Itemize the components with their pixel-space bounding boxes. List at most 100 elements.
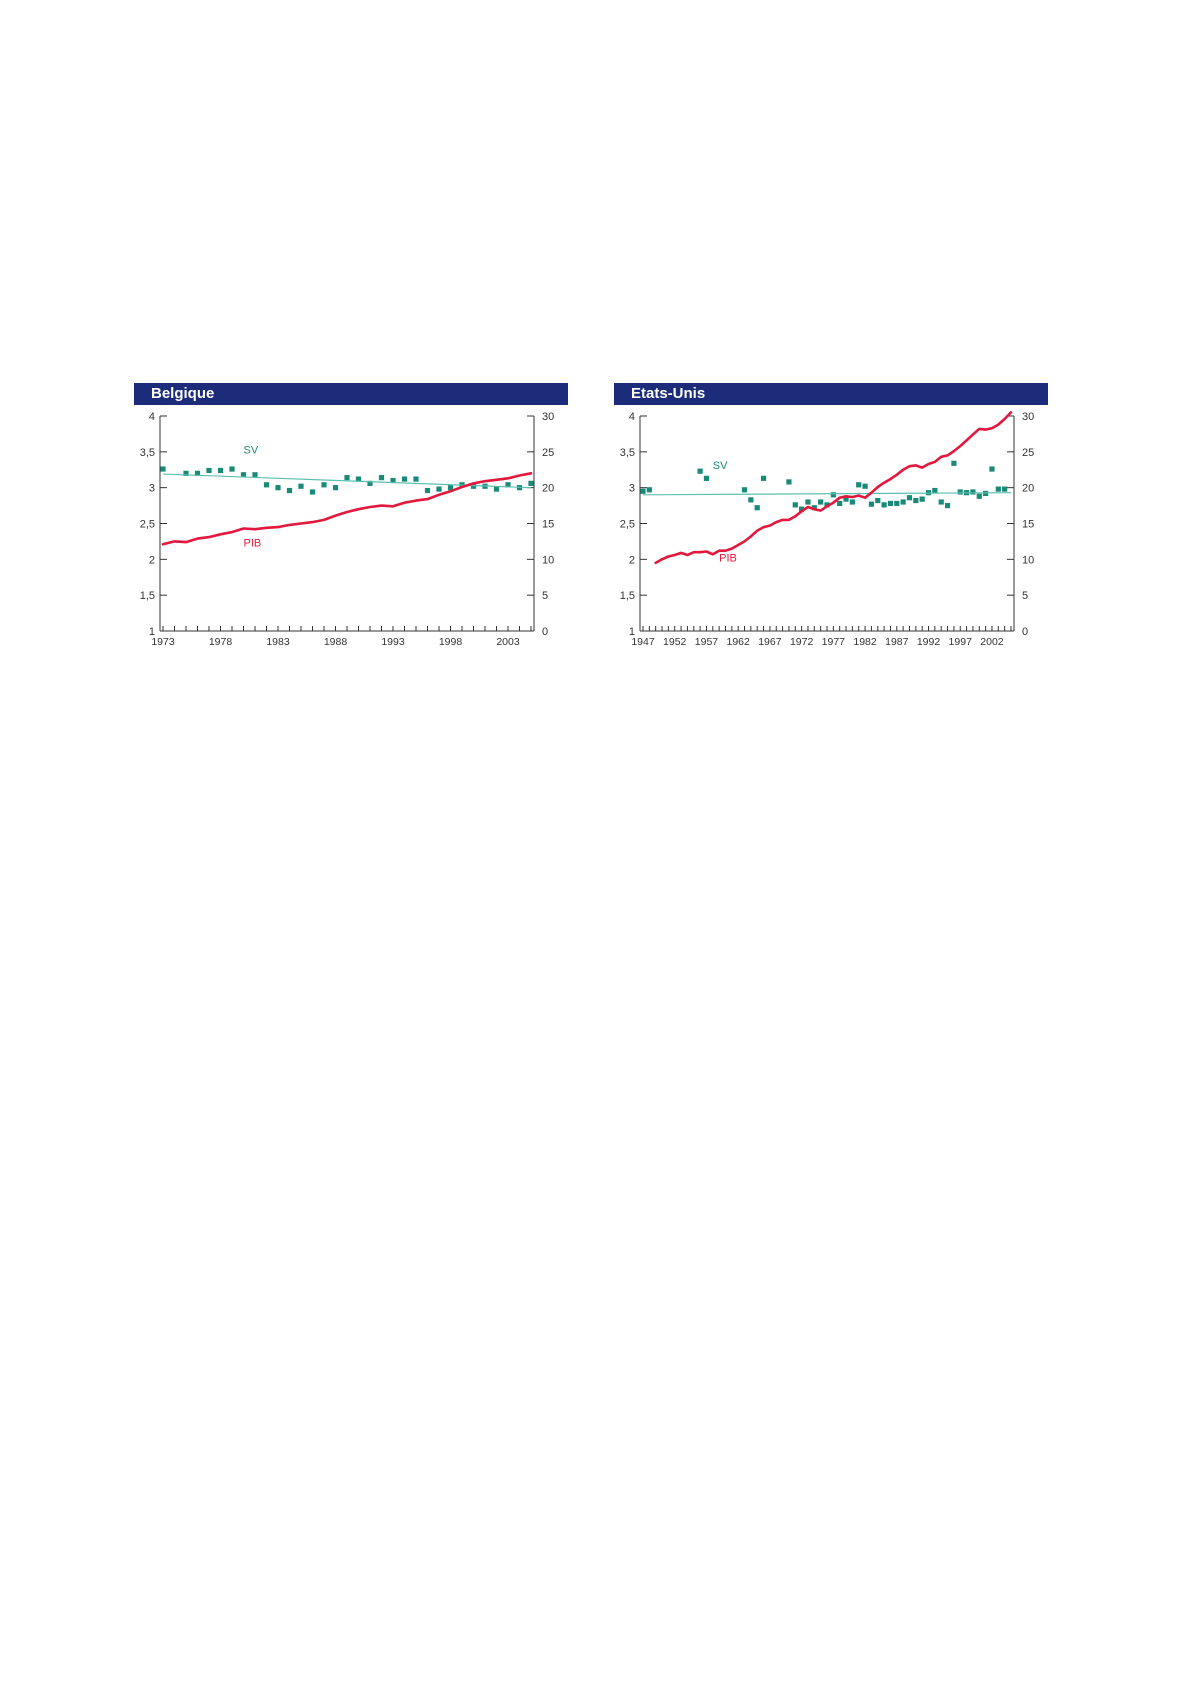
y-right-tick-label: 25 (1022, 447, 1034, 459)
x-tick-label: 1972 (790, 636, 814, 648)
sv-point (970, 489, 976, 495)
x-tick-label: 1947 (631, 636, 655, 648)
sv-point (217, 467, 224, 474)
x-tick-label: 1973 (151, 636, 175, 648)
sv-point (378, 475, 385, 481)
y-right-tick-label: 15 (1022, 519, 1034, 531)
sv-point (413, 476, 419, 482)
sv-point (849, 499, 855, 505)
y-right-tick-label: 15 (542, 519, 554, 531)
x-tick-label: 2002 (980, 636, 1004, 648)
sv-point (321, 482, 327, 488)
sv-point (697, 468, 703, 474)
sv-point (754, 505, 760, 511)
sv-point (894, 500, 900, 507)
sv-point (206, 467, 212, 474)
y-right-tick-label: 5 (542, 590, 548, 602)
sv-point (944, 502, 951, 509)
sv-point (875, 497, 881, 504)
sv-point (332, 485, 339, 491)
sv-point (367, 480, 373, 486)
x-tick-label: 1988 (324, 636, 348, 648)
x-tick-label: 1952 (663, 636, 687, 648)
sv-point (748, 497, 754, 503)
y-left-tick-label: 2 (629, 554, 635, 566)
x-tick-label: 1983 (266, 636, 290, 648)
y-left-tick-label: 3 (149, 483, 155, 495)
y-right-tick-label: 25 (542, 447, 554, 459)
x-tick-label: 1998 (439, 636, 463, 648)
sv-point (401, 476, 408, 482)
y-left-tick-label: 4 (629, 411, 635, 423)
sv-point (640, 488, 646, 494)
x-tick-label: 1992 (917, 636, 941, 648)
sv-point (932, 487, 938, 494)
sv-point (868, 501, 875, 507)
sv-point (805, 499, 811, 505)
sv-point (447, 485, 454, 491)
chart-title-bar: Etats-Unis (614, 383, 1048, 405)
sv-point (344, 475, 350, 481)
chart-title-bar: Belgique (134, 383, 568, 405)
y-left-tick-label: 3 (629, 483, 635, 495)
y-left-tick-label: 3,5 (620, 447, 635, 459)
y-right-tick-label: 30 (542, 411, 554, 423)
sv-point (194, 470, 201, 476)
sv-point (862, 483, 868, 489)
sv-point (995, 486, 1001, 492)
sv-point (989, 466, 995, 472)
sv-point (887, 500, 894, 507)
sv-point (528, 480, 534, 486)
chart-title: Etats-Unis (631, 385, 706, 402)
sv-point (818, 499, 824, 505)
sv-point (900, 499, 906, 505)
sv-point (160, 466, 166, 472)
x-tick-label: 1967 (758, 636, 782, 648)
sv-point (741, 487, 748, 493)
y-right-tick-label: 20 (1022, 483, 1034, 495)
chart-plot-etats-unis: 1 1,5 2 2,5 3 3,5 4 0 5 10 15 20 25 30 1947 1952 1957 196… (620, 411, 1035, 648)
y-right-tick-label: 10 (1022, 554, 1034, 566)
sv-point (703, 475, 710, 481)
sv-point (830, 492, 836, 498)
sv-point (436, 486, 442, 492)
sv-point (355, 476, 362, 482)
sv-point (286, 487, 293, 494)
sv-point (799, 506, 805, 512)
x-tick-label: 1987 (885, 636, 909, 648)
sv-point (1002, 486, 1008, 492)
sv-point (837, 500, 843, 507)
sv-point (298, 483, 304, 489)
y-right-tick-label: 10 (542, 554, 554, 566)
sv-point (881, 502, 887, 508)
y-right-tick-label: 0 (542, 626, 548, 638)
chart-panel-etats-unis: Etats-Unis 1 1,5 2 2,5 3 3,5 4 0 5 10 15 20 25 30 1947… (614, 383, 1048, 669)
sv-point (470, 483, 477, 489)
sv-point (976, 493, 982, 499)
sv-series-label: SV (713, 460, 728, 472)
sv-point (951, 460, 957, 466)
sv-series-label: SV (244, 444, 259, 456)
y-left-tick-label: 2,5 (140, 519, 155, 531)
sv-point (424, 487, 431, 494)
sv-point (792, 502, 798, 508)
sv-trend-line (642, 492, 1012, 496)
sv-point (229, 466, 235, 472)
y-left-tick-label: 2,5 (620, 519, 635, 531)
y-left-tick-label: 1 (149, 626, 155, 638)
x-tick-label: 1957 (695, 636, 719, 648)
sv-point (263, 482, 270, 488)
sv-point (913, 497, 919, 504)
pib-line (161, 472, 533, 546)
sv-point (183, 470, 189, 476)
sv-point (309, 489, 316, 495)
sv-point (811, 505, 817, 511)
x-tick-label: 1977 (822, 636, 846, 648)
sv-point (240, 472, 247, 478)
x-tick-label: 1962 (726, 636, 750, 648)
chart-panel-belgique: Belgique 1 1,5 2 2,5 3 3,5 4 0 5 10 15 20 25 30 1973 19… (134, 383, 568, 669)
y-right-tick-label: 0 (1022, 626, 1028, 638)
sv-point (843, 496, 849, 502)
sv-point (390, 477, 396, 484)
x-tick-label: 1982 (853, 636, 877, 648)
